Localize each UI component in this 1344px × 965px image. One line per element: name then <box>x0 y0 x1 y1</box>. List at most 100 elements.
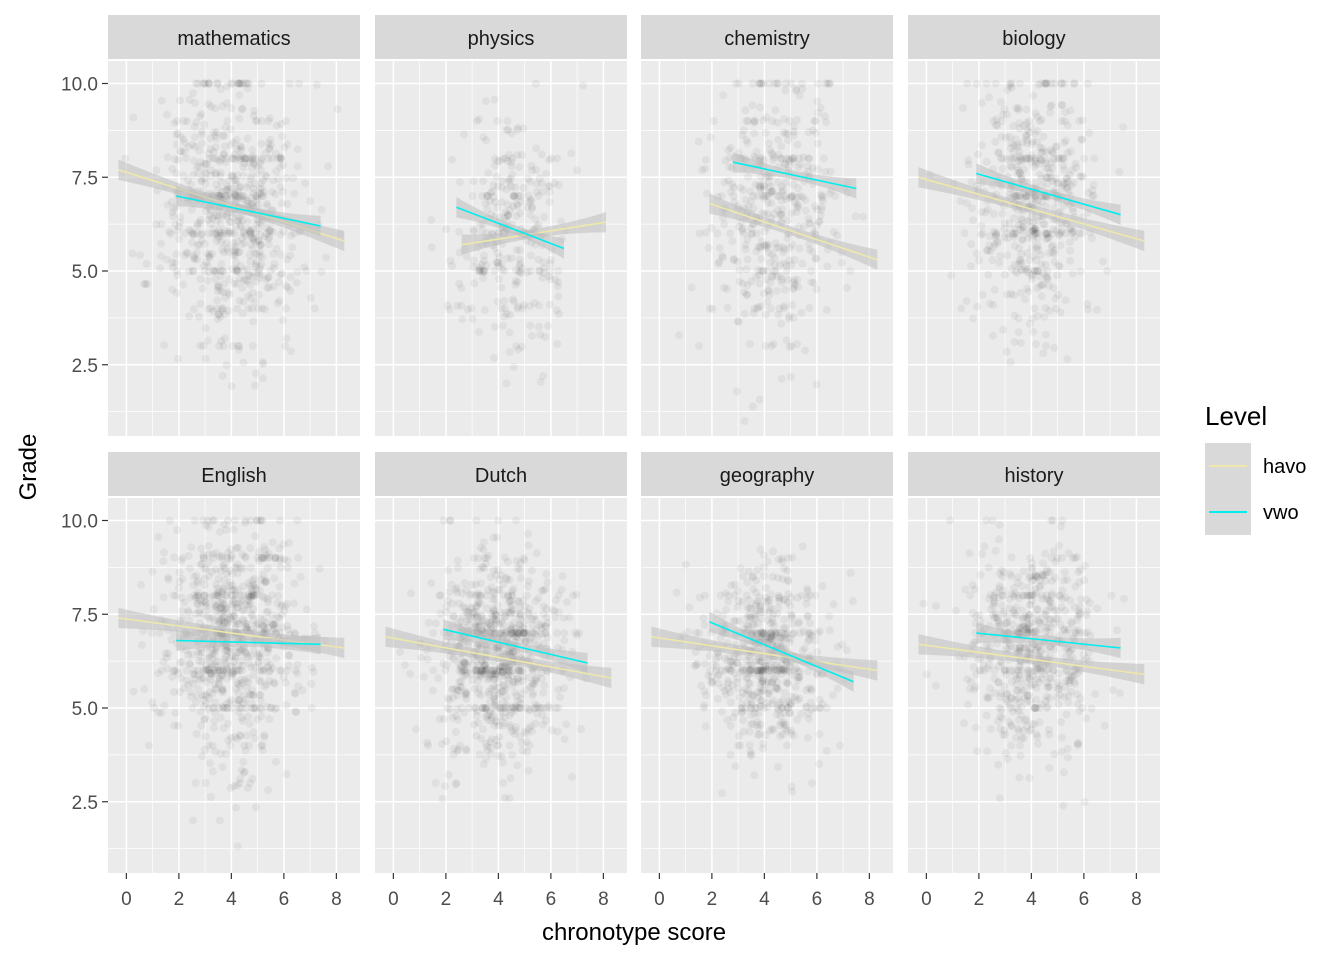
scatter-point <box>291 580 299 588</box>
scatter-point <box>279 316 287 324</box>
scatter-point <box>1020 122 1028 130</box>
scatter-point <box>1084 305 1092 313</box>
scatter-point <box>222 608 230 616</box>
scatter-point <box>160 593 168 601</box>
scatter-point <box>482 192 490 200</box>
scatter-point <box>191 133 199 141</box>
scatter-point <box>234 667 242 675</box>
scatter-point <box>158 97 166 105</box>
scatter-point <box>471 613 479 621</box>
scatter-point <box>1120 595 1128 603</box>
scatter-point <box>812 117 820 125</box>
scatter-point <box>1061 626 1069 634</box>
scatter-point <box>195 313 203 321</box>
scatter-point <box>525 541 533 549</box>
scatter-point <box>966 549 974 557</box>
scatter-point <box>455 228 463 236</box>
scatter-point <box>499 620 507 628</box>
scatter-point <box>849 597 857 605</box>
scatter-point <box>247 652 255 660</box>
scatter-point <box>983 711 991 719</box>
scatter-point <box>768 634 776 642</box>
scatter-point <box>283 334 291 342</box>
scatter-point <box>264 595 272 603</box>
scatter-point <box>251 250 259 258</box>
scatter-point <box>1029 92 1037 100</box>
scatter-point <box>784 576 792 584</box>
scatter-point <box>301 179 309 187</box>
scatter-point <box>164 574 172 582</box>
scatter-point <box>777 211 785 219</box>
scatter-point <box>999 165 1007 173</box>
scatter-point <box>288 243 296 251</box>
scatter-point <box>705 244 713 252</box>
scatter-point <box>967 262 975 270</box>
scatter-point <box>289 174 297 182</box>
scatter-point <box>459 603 467 611</box>
scatter-point <box>475 267 483 275</box>
scatter-point <box>516 612 524 620</box>
scatter-point <box>221 142 229 150</box>
scatter-point <box>239 195 247 203</box>
scatter-point <box>737 704 745 712</box>
scatter-point <box>491 267 499 275</box>
scatter-point <box>1069 554 1077 562</box>
scatter-point <box>983 747 991 755</box>
scatter-point <box>1066 247 1074 255</box>
scatter-point <box>559 572 567 580</box>
scatter-point <box>804 587 812 595</box>
scatter-point <box>184 607 192 615</box>
scatter-point <box>742 685 750 693</box>
scatter-point <box>1039 133 1047 141</box>
scatter-point <box>1036 619 1044 627</box>
scatter-point <box>1050 750 1058 758</box>
scatter-point <box>471 685 479 693</box>
scatter-point <box>307 294 315 302</box>
scatter-point <box>176 219 184 227</box>
scatter-point <box>170 592 178 600</box>
scatter-point <box>1039 349 1047 357</box>
scatter-point <box>535 301 543 309</box>
scatter-point <box>1032 340 1040 348</box>
scatter-point <box>227 784 235 792</box>
scatter-point <box>515 163 523 171</box>
scatter-point <box>753 305 761 313</box>
scatter-point <box>251 382 259 390</box>
scatter-point <box>790 314 798 322</box>
facet-panel-chemistry: chemistry <box>641 15 893 436</box>
scatter-point <box>1028 151 1036 159</box>
scatter-point <box>168 286 176 294</box>
scatter-point <box>500 312 508 320</box>
scatter-point <box>516 566 524 574</box>
scatter-point <box>217 260 225 268</box>
scatter-point <box>1018 155 1026 163</box>
scatter-point <box>170 119 178 127</box>
scatter-point <box>1023 249 1031 257</box>
scatter-point <box>205 572 213 580</box>
scatter-point <box>786 244 794 252</box>
scatter-point <box>475 115 483 123</box>
scatter-point <box>234 248 242 256</box>
scatter-point <box>240 769 248 777</box>
scatter-point <box>932 602 940 610</box>
scatter-point <box>163 111 171 119</box>
scatter-point <box>560 629 568 637</box>
scatter-point <box>258 80 266 88</box>
scatter-point <box>212 658 220 666</box>
scatter-point <box>490 683 498 691</box>
scatter-point <box>234 842 242 850</box>
scatter-point <box>211 748 219 756</box>
scatter-point <box>978 99 986 107</box>
scatter-point <box>539 372 547 380</box>
scatter-point <box>733 388 741 396</box>
scatter-point <box>975 257 983 265</box>
scatter-point <box>254 651 262 659</box>
scatter-point <box>947 271 955 279</box>
scatter-point <box>238 597 246 605</box>
scatter-point <box>429 687 437 695</box>
scatter-point <box>1057 309 1065 317</box>
scatter-point <box>429 667 437 675</box>
scatter-point <box>961 229 969 237</box>
scatter-point <box>486 619 494 627</box>
scatter-point <box>445 305 453 313</box>
